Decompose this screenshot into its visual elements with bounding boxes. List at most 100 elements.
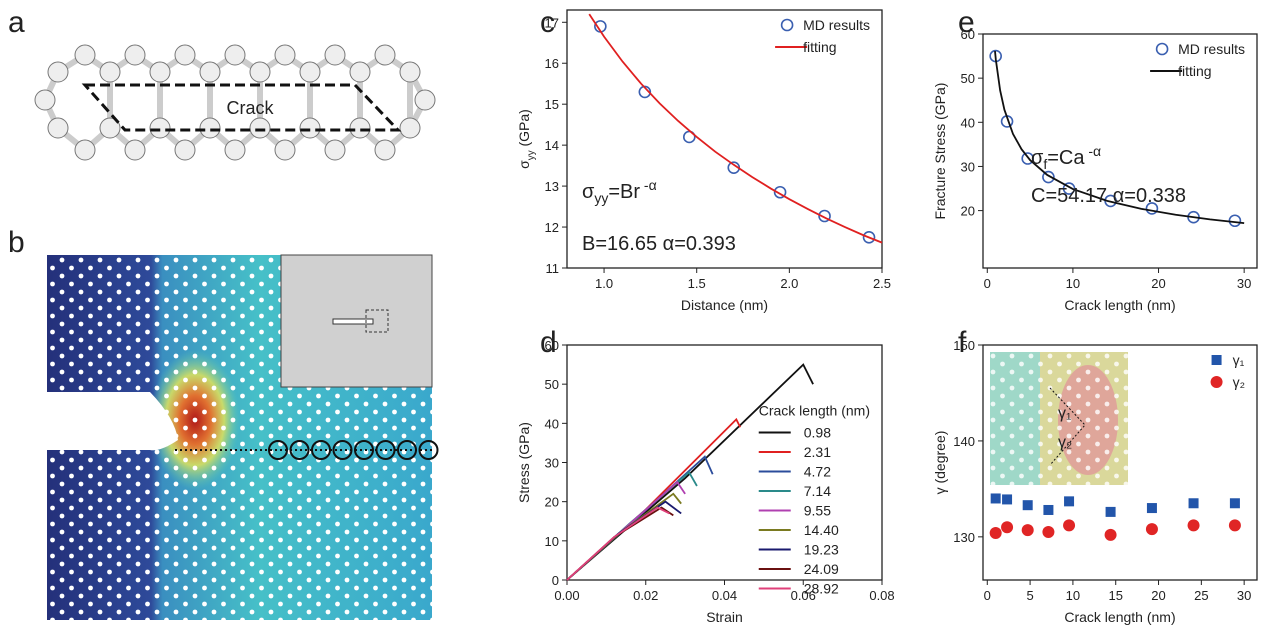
legend-label: 7.14 xyxy=(804,483,831,499)
atom xyxy=(349,61,371,83)
legend-label: γ₂ xyxy=(1233,374,1245,390)
marker xyxy=(1145,523,1158,536)
atom xyxy=(224,44,246,66)
annotation: C=54.17 α=0.338 xyxy=(1031,185,1186,207)
text-part: B=16.65 α=0.393 xyxy=(582,233,736,255)
crack-outline xyxy=(81,83,402,132)
legend-label: 0.98 xyxy=(804,425,831,441)
atom xyxy=(34,89,56,111)
x-tick-label: 1.0 xyxy=(595,276,613,291)
inset-image xyxy=(990,352,1128,485)
panel-label: d xyxy=(540,326,557,359)
marker xyxy=(1210,376,1223,388)
y-tick-label: 30 xyxy=(545,456,559,471)
atom xyxy=(249,117,271,139)
y-axis-label: Fracture Stress (GPa) xyxy=(932,83,948,220)
angle-lines xyxy=(1049,387,1086,466)
atom xyxy=(149,117,171,139)
marker xyxy=(1021,152,1034,165)
atom xyxy=(349,117,371,139)
y-tick-label: 20 xyxy=(545,495,559,510)
atom xyxy=(299,61,321,83)
text-part: Stress (GPa) xyxy=(516,422,532,503)
atom xyxy=(374,44,396,66)
annotation: σyy=Br -α xyxy=(582,177,657,206)
annotation: σf=Ca -α xyxy=(1031,143,1101,172)
y-tick-label: 50 xyxy=(961,71,975,86)
y-tick-label: 140 xyxy=(953,434,975,449)
x-tick-label: 0.02 xyxy=(633,588,658,603)
probe-circle xyxy=(397,440,417,460)
y-tick-label: 0 xyxy=(552,573,559,588)
marker xyxy=(1042,170,1055,184)
marker xyxy=(1188,498,1199,509)
x-tick-label: 10 xyxy=(1066,276,1080,291)
atom xyxy=(47,61,69,83)
atoms xyxy=(34,44,436,161)
y-tick-label: 14 xyxy=(545,138,559,153)
marker xyxy=(1002,494,1013,505)
text-part: -α xyxy=(640,177,657,193)
marker xyxy=(1104,528,1117,541)
marker xyxy=(990,493,1001,504)
atom xyxy=(274,44,296,66)
x-tick-label: 20 xyxy=(1151,588,1165,603)
x-axis-label: Crack length (nm) xyxy=(1064,609,1175,625)
marker xyxy=(1001,521,1014,534)
marker xyxy=(780,18,794,32)
panel-label: b xyxy=(8,226,25,259)
y-tick-label: 60 xyxy=(545,338,559,353)
atom xyxy=(174,139,196,161)
panel-label: c xyxy=(540,6,555,39)
x-tick-label: 1.5 xyxy=(688,276,706,291)
atom xyxy=(74,44,96,66)
atom xyxy=(374,139,396,161)
y-tick-label: 60 xyxy=(961,27,975,42)
marker xyxy=(1229,498,1240,509)
x-tick-label: 15 xyxy=(1108,588,1122,603)
series-line xyxy=(994,50,1245,225)
atom xyxy=(74,139,96,161)
atom xyxy=(199,61,221,83)
atom xyxy=(124,139,146,161)
y-axis-label: γ (degree) xyxy=(932,431,948,495)
y-tick-label: 12 xyxy=(545,220,559,235)
annotation: B=16.65 α=0.393 xyxy=(582,233,736,255)
probe-circle xyxy=(354,440,374,460)
atom xyxy=(299,117,321,139)
marker xyxy=(1042,526,1055,539)
marker xyxy=(1105,506,1116,517)
legend: MD results fitting xyxy=(1150,41,1245,79)
atom xyxy=(124,44,146,66)
marker xyxy=(1187,519,1200,532)
probe-circle xyxy=(418,440,439,460)
probe-circle xyxy=(289,440,310,460)
text-part: σ xyxy=(582,181,595,203)
y-tick-label: 20 xyxy=(961,204,975,219)
inset-label: γ₂ xyxy=(1058,434,1072,451)
legend: γ₁ γ₂ xyxy=(1210,352,1245,390)
y-tick-label: 150 xyxy=(953,338,975,353)
legend-label: 24.09 xyxy=(804,561,839,577)
atom xyxy=(174,44,196,66)
marker xyxy=(1155,42,1169,56)
x-tick-label: 2.5 xyxy=(873,276,891,291)
probe-circle xyxy=(375,440,396,460)
series-line xyxy=(588,13,883,244)
inset-window xyxy=(365,309,389,333)
legend-label: fitting xyxy=(803,39,836,55)
inset-label: γ₁ xyxy=(1058,405,1071,422)
x-tick-label: 30 xyxy=(1237,588,1251,603)
text-part: yy xyxy=(526,150,537,160)
atom xyxy=(324,44,346,66)
marker xyxy=(1063,519,1076,532)
angle-inset xyxy=(990,352,1128,485)
y-tick-label: 16 xyxy=(545,56,559,71)
x-axis-label: Distance (nm) xyxy=(681,297,768,313)
probe-circle xyxy=(332,440,353,460)
y-tick-label: 11 xyxy=(546,261,560,276)
text-part: Fracture Stress (GPa) xyxy=(932,83,948,220)
x-tick-label: 0.08 xyxy=(869,588,894,603)
atom xyxy=(99,117,121,139)
